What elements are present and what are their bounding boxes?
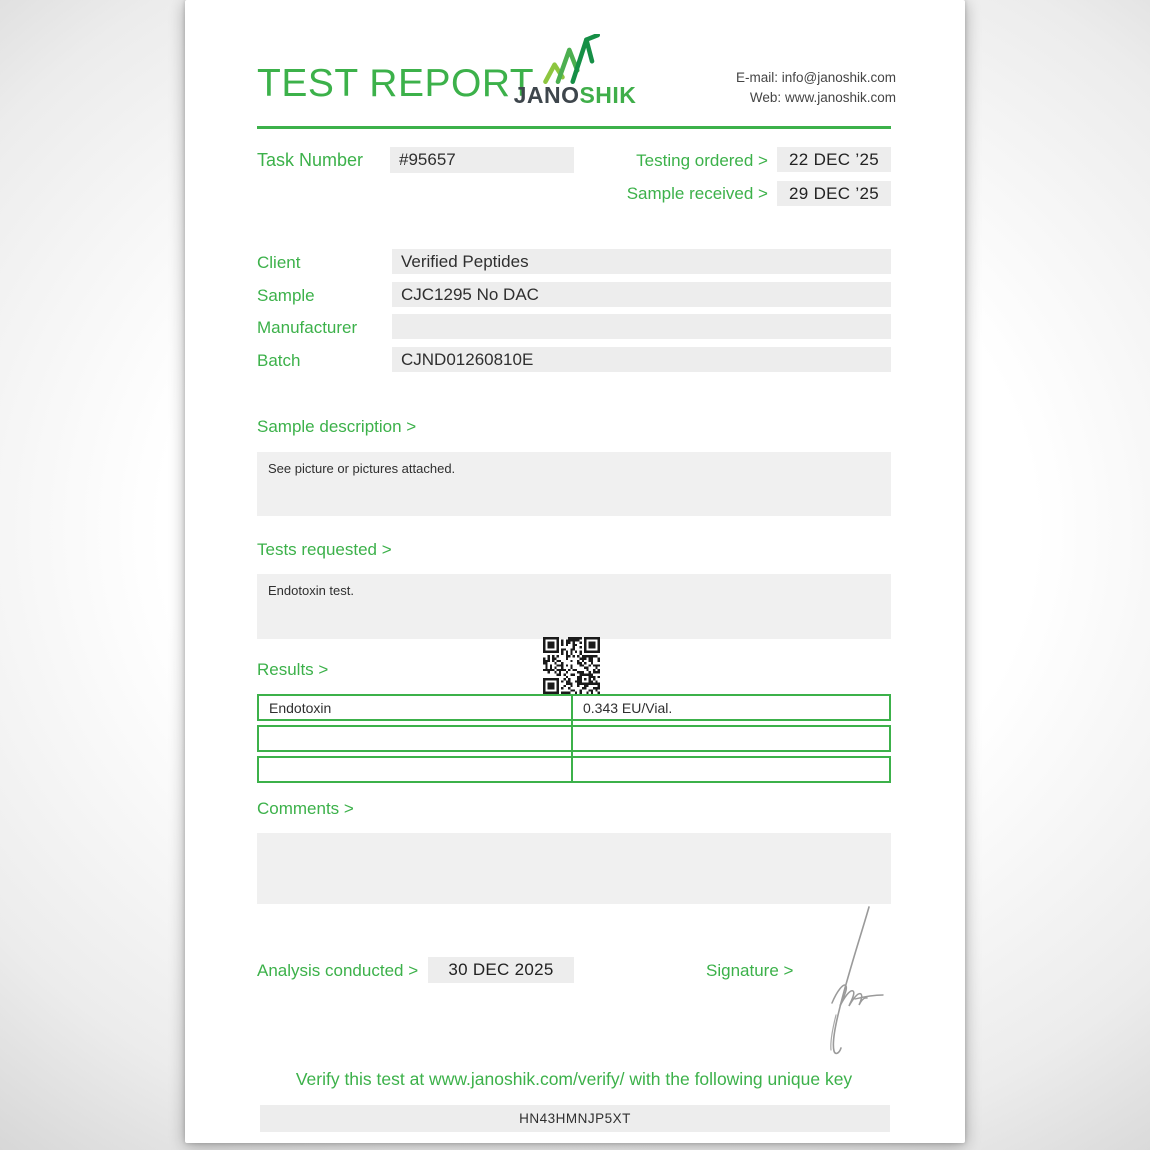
task-number-label: Task Number bbox=[257, 150, 364, 170]
batch-value: CJND01260810E bbox=[392, 347, 891, 372]
client-label: Client bbox=[257, 253, 301, 272]
contact-email-line: E-mail: info@janoshik.com bbox=[736, 68, 896, 88]
sample-received-label: Sample received > bbox=[626, 184, 768, 203]
manufacturer-label: Manufacturer bbox=[257, 318, 358, 337]
sample-label: Sample bbox=[257, 286, 315, 305]
janoshik-logo: JANOSHIK bbox=[510, 82, 640, 109]
tests-requested-heading: Tests requested > bbox=[257, 540, 392, 559]
comments-heading: Comments > bbox=[257, 799, 354, 818]
table-row bbox=[257, 725, 891, 752]
results-table: Endotoxin 0.343 EU/Vial. bbox=[257, 694, 891, 783]
contact-web-line: Web: www.janoshik.com bbox=[736, 88, 896, 108]
web-value: www.janoshik.com bbox=[784, 90, 896, 105]
result-name: Endotoxin bbox=[269, 699, 332, 716]
logo-chart-icon bbox=[537, 32, 613, 84]
header-divider bbox=[257, 126, 891, 129]
sample-description-heading: Sample description > bbox=[257, 417, 417, 436]
sample-received-value: 29 DEC ’25 bbox=[777, 181, 891, 206]
table-column-divider bbox=[571, 694, 573, 783]
email-value: info@janoshik.com bbox=[781, 70, 896, 85]
result-value: 0.343 EU/Vial. bbox=[583, 699, 673, 716]
contact-block: E-mail: info@janoshik.com Web: www.janos… bbox=[736, 68, 896, 108]
verify-instruction: Verify this test at www.janoshik.com/ver… bbox=[295, 1069, 853, 1089]
sample-value: CJC1295 No DAC bbox=[392, 282, 891, 307]
batch-label: Batch bbox=[257, 351, 301, 370]
qr-code bbox=[543, 637, 600, 694]
sample-description-box: See picture or pictures attached. bbox=[257, 452, 891, 516]
client-value: Verified Peptides bbox=[392, 249, 891, 274]
testing-ordered-value: 22 DEC ’25 bbox=[777, 147, 891, 172]
logo-jano: JANO bbox=[513, 82, 580, 108]
signature-image bbox=[803, 903, 895, 1058]
report-page: TEST REPORT JANOSHIK E-mail: info@janosh… bbox=[185, 0, 965, 1143]
email-label: E-mail: bbox=[735, 70, 778, 85]
testing-ordered-label: Testing ordered > bbox=[636, 151, 768, 170]
analysis-conducted-value: 30 DEC 2025 bbox=[428, 957, 574, 983]
task-number-value: #95657 bbox=[390, 147, 574, 173]
manufacturer-value bbox=[392, 314, 891, 339]
tests-requested-box: Endotoxin test. bbox=[257, 574, 891, 639]
table-row bbox=[257, 756, 891, 783]
comments-box bbox=[257, 833, 891, 904]
logo-shik: SHIK bbox=[579, 82, 637, 108]
web-label: Web: bbox=[749, 90, 782, 105]
table-row: Endotoxin 0.343 EU/Vial. bbox=[257, 694, 891, 721]
signature-label: Signature > bbox=[706, 961, 794, 980]
analysis-conducted-label: Analysis conducted > bbox=[257, 961, 419, 980]
results-heading: Results > bbox=[257, 660, 329, 679]
verify-key: HN43HMNJP5XT bbox=[260, 1105, 890, 1132]
page-title: TEST REPORT bbox=[257, 62, 535, 105]
